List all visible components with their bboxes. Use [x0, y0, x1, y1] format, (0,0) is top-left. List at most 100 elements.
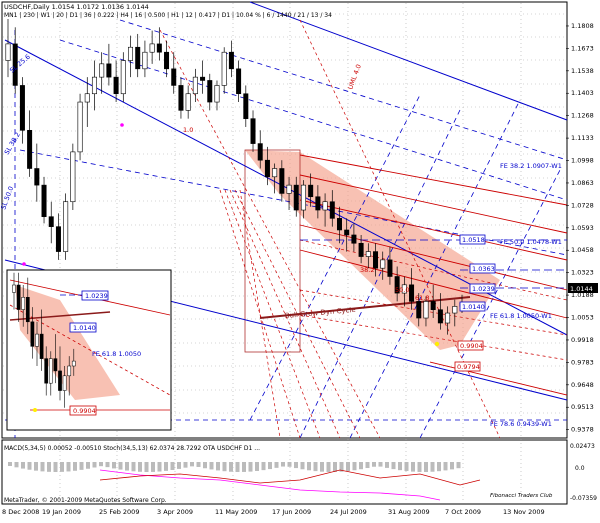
macd-bar	[378, 462, 383, 467]
date-tick: 31 Aug 2009	[388, 508, 430, 516]
candle	[12, 27, 18, 94]
candle	[84, 77, 90, 127]
candle	[236, 60, 242, 103]
candle	[329, 190, 335, 227]
inset-panel: 1.0239 1.0140 FE 61.8 1.0050 0.9904	[6, 269, 172, 431]
macd-bar	[307, 462, 311, 471]
price-tick: 1.0458	[571, 246, 594, 254]
candle	[41, 176, 47, 224]
macd-bar	[404, 462, 409, 472]
candle	[19, 77, 25, 144]
price-tick: 1.1403	[571, 89, 594, 97]
candle	[70, 143, 76, 211]
candle	[243, 85, 249, 127]
candle	[293, 176, 299, 217]
inset-candles	[12, 272, 76, 408]
candle	[149, 30, 155, 64]
indicator-axis: 0.02473 0.0 -0.07359	[570, 443, 597, 502]
candle	[437, 293, 443, 330]
candle	[27, 110, 33, 177]
price-box-3: 1.0239	[472, 285, 495, 293]
macd-bar	[417, 462, 422, 472]
candle	[286, 176, 292, 211]
macd-bar	[411, 462, 415, 472]
price-tick: 1.1538	[571, 67, 594, 75]
macd-bar	[255, 462, 259, 471]
candle	[373, 243, 379, 277]
macd-bar	[183, 462, 188, 468]
signal-line	[99, 469, 481, 486]
date-tick: 25 Feb 2009	[99, 508, 139, 516]
price-tick: 1.0323	[571, 269, 594, 277]
candle	[279, 160, 285, 202]
inset-box-red	[69, 405, 97, 416]
price-boxes-red[interactable]: 0.9904 0.9794	[454, 340, 484, 372]
candlestick-series	[5, 18, 465, 335]
macd-bar	[164, 462, 168, 471]
macd-bar	[248, 462, 253, 472]
current-price: 1.0144	[570, 285, 593, 293]
macd-bar	[79, 462, 84, 470]
macd-bar	[151, 462, 155, 472]
candle	[257, 130, 263, 169]
price-axis: 1.1808 1.1673 1.1538 1.1403 1.1268 1.1133 1.09…	[566, 22, 594, 434]
candle	[336, 206, 342, 244]
candle	[358, 234, 364, 264]
macd-bar	[359, 462, 363, 470]
price-tick: 1.0728	[571, 201, 594, 209]
price-tick: 1.1808	[571, 22, 594, 30]
candle	[113, 60, 119, 103]
macd-bar	[391, 462, 396, 470]
macd-bar	[300, 462, 305, 470]
candle	[322, 193, 328, 227]
macd-bar	[216, 462, 220, 471]
current-price-tag	[568, 283, 598, 293]
fe-786-label: FE 78.6 0.9439-W1	[490, 420, 552, 428]
candle	[5, 18, 11, 78]
inset-candle	[71, 348, 76, 376]
macd-bar	[274, 462, 279, 468]
candle	[77, 93, 83, 161]
macd-bar	[66, 462, 71, 472]
macd-bar	[320, 462, 324, 472]
macd-bar	[99, 462, 103, 467]
price-box-red-2: 0.9794	[457, 363, 480, 371]
candle	[387, 246, 393, 285]
macd-bar	[40, 462, 45, 472]
fe-382-label: FE 38.2 1.0907-W1	[500, 162, 562, 170]
macd-bar	[372, 462, 376, 467]
macd-bar	[281, 462, 285, 467]
macd-bar	[294, 462, 298, 469]
candle	[55, 213, 61, 260]
macd-bar	[235, 462, 240, 472]
price-tick: 0.9648	[571, 381, 594, 389]
candle	[423, 296, 429, 327]
price-tick: 1.1268	[571, 112, 594, 120]
macd-bar	[92, 462, 97, 468]
candle	[409, 268, 415, 310]
timeframe-info: MN1 | 230 | W1 | 20 | D1 | 36 | 0.222 | …	[4, 12, 332, 19]
price-tick: 1.0593	[571, 224, 594, 232]
inset-price-2: 1.0140	[73, 324, 96, 332]
price-boxes-blue[interactable]: 1.0518 1.0363 1.0239 1.0140	[459, 234, 496, 312]
macd-bar	[105, 462, 110, 468]
macd-bar	[385, 462, 389, 468]
price-box-4: 1.0140	[462, 303, 485, 311]
fan-500-label: 50.0	[395, 286, 409, 294]
macd-bar	[14, 462, 19, 468]
price-tick: 1.1133	[571, 134, 594, 142]
macd-bar	[170, 462, 175, 470]
macd-bar	[352, 462, 357, 471]
candle	[452, 299, 458, 327]
macd-bar	[339, 462, 344, 472]
red-fib-lines	[299, 154, 568, 396]
candle	[106, 43, 112, 86]
inset-price-red: 0.9904	[73, 407, 96, 415]
cycle-trendline	[259, 296, 471, 319]
inset-candle	[35, 321, 39, 366]
macd-bar	[313, 462, 318, 472]
price-tick: 1.0053	[571, 314, 594, 322]
inset-candle	[62, 366, 67, 408]
inset-candle	[58, 346, 62, 401]
